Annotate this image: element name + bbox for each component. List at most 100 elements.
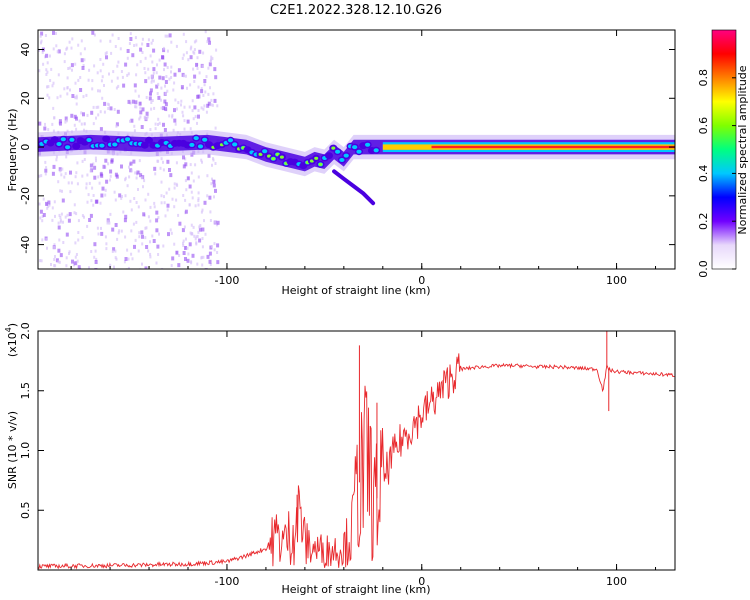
ridge-blob-core <box>56 142 62 146</box>
branch-line <box>332 169 376 206</box>
noise-point <box>214 220 216 224</box>
noise-point <box>136 170 140 175</box>
noise-point <box>109 106 113 111</box>
noise-point <box>68 40 71 44</box>
noise-point <box>124 176 127 180</box>
noise-point <box>74 261 78 266</box>
noise-point <box>200 256 203 260</box>
noise-point <box>57 225 61 230</box>
noise-point <box>168 114 171 118</box>
noise-point <box>122 83 126 88</box>
noise-point <box>95 116 97 120</box>
noise-point <box>116 76 119 80</box>
spectrogram-ytick-label: -20 <box>19 187 32 205</box>
noise-point <box>205 75 208 79</box>
noise-point <box>164 92 167 95</box>
noise-point <box>155 228 159 233</box>
noise-point <box>118 229 121 233</box>
noise-point <box>191 99 194 103</box>
noise-point <box>152 48 156 53</box>
noise-point <box>63 87 66 91</box>
noise-point <box>57 221 60 225</box>
noise-point <box>105 51 108 55</box>
noise-point <box>127 257 130 261</box>
noise-point <box>147 192 150 196</box>
noise-point <box>91 186 94 190</box>
colorbar-label: Normalized spectral amplitude <box>736 65 749 234</box>
noise-point <box>88 218 92 222</box>
noise-point <box>212 92 215 96</box>
noise-point <box>153 201 156 205</box>
noise-point <box>196 56 199 60</box>
noise-point <box>73 211 76 215</box>
noise-point <box>107 162 110 166</box>
noise-point <box>58 119 62 124</box>
noise-point <box>120 196 123 200</box>
noise-point <box>38 48 40 52</box>
noise-point <box>53 200 56 204</box>
snr-ytick-label: 1.0 <box>19 442 32 460</box>
noise-point <box>52 81 55 85</box>
noise-point <box>186 86 188 90</box>
noise-point <box>126 49 130 53</box>
noise-point <box>191 196 194 200</box>
snr-xtick-label: 0 <box>418 575 425 588</box>
noise-point <box>161 55 164 60</box>
noise-point <box>152 71 155 75</box>
noise-point <box>151 38 154 42</box>
noise-point <box>109 178 111 182</box>
noise-point <box>97 105 100 109</box>
noise-point <box>170 70 172 74</box>
noise-point <box>95 257 98 261</box>
noise-point <box>38 121 42 126</box>
noise-point <box>140 176 143 180</box>
colorbar-ticks: 0.0 0.2 0.4 0.6 0.8 <box>697 69 736 278</box>
noise-point <box>74 62 77 66</box>
ridge-blob-core <box>193 136 199 141</box>
colorbar-tick-label: 0.0 <box>697 260 710 278</box>
noise-point <box>211 177 213 181</box>
noise-point <box>46 85 48 89</box>
noise-point <box>131 99 135 104</box>
noise-point <box>180 103 182 107</box>
noise-point <box>97 113 100 117</box>
noise-point <box>201 245 204 249</box>
noise-point <box>141 262 143 266</box>
noise-point <box>90 199 93 203</box>
noise-point <box>211 57 214 61</box>
noise-point <box>203 79 207 83</box>
noise-point <box>124 257 128 261</box>
noise-point <box>196 262 199 266</box>
colorbar-bar <box>711 29 737 270</box>
noise-point <box>141 42 144 46</box>
noise-point <box>100 79 103 83</box>
noise-point <box>55 44 58 48</box>
noise-point <box>77 231 80 234</box>
noise-point <box>158 58 161 62</box>
noise-point <box>135 201 138 204</box>
noise-point <box>82 95 85 99</box>
noise-point <box>43 126 47 131</box>
noise-point <box>209 86 211 90</box>
noise-point <box>163 128 167 132</box>
snr-scale-close: ) <box>6 323 19 327</box>
noise-point <box>141 37 144 41</box>
ridge-blob-core <box>343 153 349 158</box>
noise-point <box>182 239 185 243</box>
noise-point <box>133 129 136 133</box>
noise-point <box>144 266 148 269</box>
noise-point <box>130 252 133 256</box>
noise-point <box>71 68 73 72</box>
noise-point <box>123 260 126 264</box>
noise-point <box>75 171 78 175</box>
noise-point <box>129 32 132 36</box>
noise-point <box>103 110 106 114</box>
noise-point <box>114 45 117 48</box>
noise-point <box>139 173 143 178</box>
noise-point <box>163 62 167 67</box>
noise-point <box>128 175 131 179</box>
noise-point <box>180 85 184 90</box>
noise-point <box>158 121 161 125</box>
noise-point <box>127 72 130 76</box>
noise-point <box>145 226 148 230</box>
